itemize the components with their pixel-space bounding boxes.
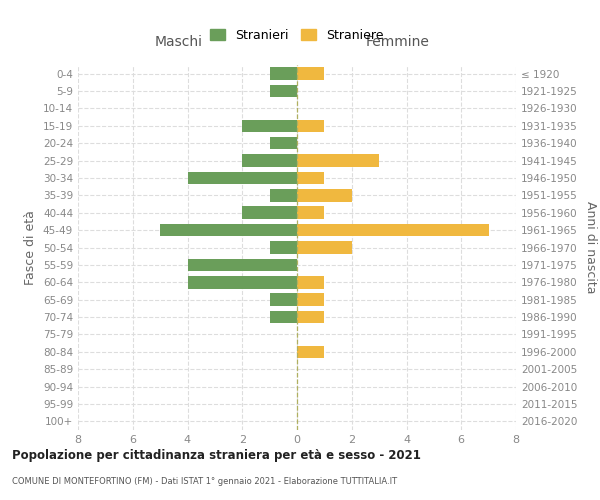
Text: Femmine: Femmine [366, 34, 430, 48]
Bar [297, 241, 352, 254]
Bar [187, 276, 297, 288]
Bar [297, 172, 325, 184]
Bar [269, 311, 297, 324]
Bar [297, 189, 352, 202]
Text: COMUNE DI MONTEFORTINO (FM) - Dati ISTAT 1° gennaio 2021 - Elaborazione TUTTITAL: COMUNE DI MONTEFORTINO (FM) - Dati ISTAT… [12, 477, 397, 486]
Bar [187, 258, 297, 271]
Bar [269, 85, 297, 98]
Bar [297, 224, 488, 236]
Bar [269, 294, 297, 306]
Bar [187, 172, 297, 184]
Text: Popolazione per cittadinanza straniera per età e sesso - 2021: Popolazione per cittadinanza straniera p… [12, 450, 421, 462]
Legend: Stranieri, Straniere: Stranieri, Straniere [205, 24, 389, 47]
Bar [269, 241, 297, 254]
Bar [297, 311, 325, 324]
Y-axis label: Anni di nascita: Anni di nascita [584, 201, 597, 294]
Bar [242, 206, 297, 219]
Bar [269, 68, 297, 80]
Bar [160, 224, 297, 236]
Bar [297, 68, 325, 80]
Bar [297, 294, 325, 306]
Text: Maschi: Maschi [155, 34, 203, 48]
Bar [269, 189, 297, 202]
Bar [297, 206, 325, 219]
Bar [297, 154, 379, 167]
Y-axis label: Fasce di età: Fasce di età [25, 210, 37, 285]
Bar [297, 346, 325, 358]
Bar [242, 120, 297, 132]
Bar [297, 276, 325, 288]
Bar [269, 137, 297, 149]
Bar [242, 154, 297, 167]
Bar [297, 120, 325, 132]
